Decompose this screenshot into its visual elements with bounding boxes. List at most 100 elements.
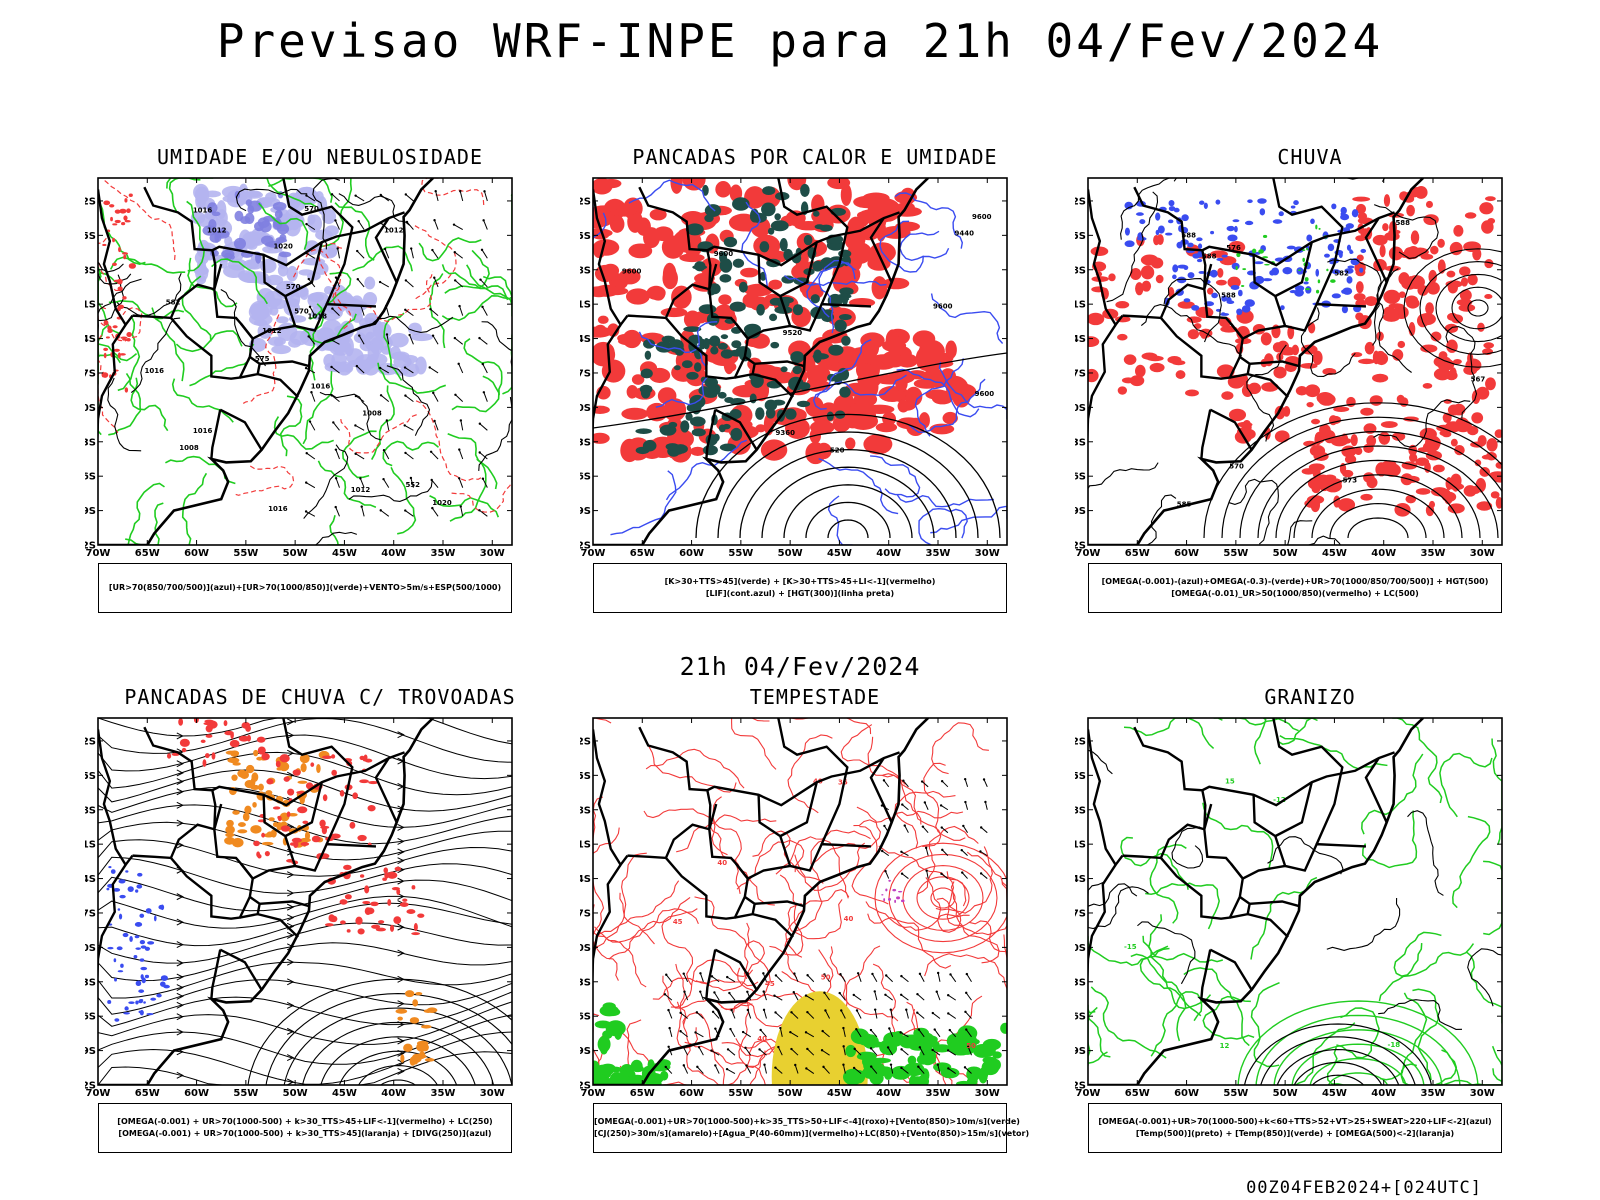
- border-line: [257, 372, 299, 398]
- wind-vector: [699, 991, 704, 1001]
- wind-vector: [435, 191, 439, 202]
- wind-vector-head: [792, 991, 795, 994]
- shaded-area: [1495, 497, 1502, 509]
- wind-vector: [872, 973, 878, 983]
- wind-vector: [458, 478, 464, 488]
- shaded-area: [640, 368, 653, 379]
- shaded-area: [292, 285, 309, 298]
- wind-vector: [904, 825, 909, 833]
- shaded-area: [117, 352, 121, 359]
- wind-vector-head: [453, 279, 457, 282]
- shaded-area: [1356, 254, 1364, 262]
- shaded-area: [265, 274, 284, 286]
- shaded-area: [640, 386, 651, 399]
- streamline-arrow: [286, 871, 295, 879]
- shaded-area: [1355, 281, 1364, 294]
- wind-vector: [335, 449, 340, 460]
- shaded-area: [1124, 240, 1135, 248]
- shaded-area: [1446, 270, 1456, 278]
- panel-title: TEMPESTADE: [749, 685, 881, 709]
- shaded-area: [1141, 352, 1158, 360]
- shaded-area: [653, 226, 674, 242]
- contour-line: [181, 472, 208, 545]
- wind-vector-head: [925, 869, 928, 872]
- wind-vector-head: [307, 335, 310, 338]
- wind-vector-head: [305, 451, 308, 455]
- border-line: [777, 178, 849, 305]
- shaded-area: [850, 1028, 870, 1045]
- lat-tick-label: 33S: [85, 977, 96, 988]
- shaded-area: [304, 831, 311, 841]
- shaded-area: [211, 752, 216, 760]
- shaded-area: [1130, 268, 1142, 281]
- shaded-area: [915, 345, 940, 370]
- shaded-area: [1476, 501, 1493, 511]
- plot-frame: [1087, 177, 1503, 546]
- shaded-area: [140, 945, 147, 949]
- contour-line: [983, 846, 1007, 909]
- wind-vector: [308, 336, 316, 345]
- border-line: [1160, 289, 1245, 380]
- shaded-area: [1350, 434, 1358, 447]
- wind-vector-head: [931, 1011, 934, 1015]
- wind-vector-head: [900, 850, 903, 853]
- streamline: [98, 769, 512, 812]
- wind-vector: [404, 510, 414, 517]
- shaded-area: [1117, 386, 1128, 395]
- shaded-area: [107, 946, 114, 950]
- contour-line: [925, 877, 962, 933]
- streamline: [98, 1051, 512, 1085]
- wind-vector-head: [454, 393, 457, 396]
- shaded-area: [813, 349, 823, 363]
- wind-vector: [432, 392, 439, 402]
- shaded-area: [1422, 383, 1433, 389]
- shaded-area: [897, 399, 910, 413]
- shaded-area: [1221, 254, 1228, 258]
- wind-vector-head: [917, 1028, 921, 1031]
- shaded-area: [1477, 322, 1485, 332]
- wind-vector: [454, 337, 464, 345]
- contour-line: [1275, 459, 1481, 539]
- panel-title: CHUVA: [1277, 145, 1343, 169]
- shaded-area: [1235, 266, 1238, 271]
- shaded-area: [1317, 279, 1321, 284]
- contour-line: [98, 278, 142, 346]
- wind-vector: [824, 974, 830, 983]
- wind-vector: [355, 425, 365, 431]
- border-line: [1274, 781, 1313, 838]
- wind-vector: [947, 1049, 957, 1056]
- lat-tick-label: 36S: [580, 472, 591, 483]
- streamline-arrow: [397, 923, 405, 931]
- wind-vector: [356, 250, 365, 259]
- wind-vector-head: [821, 1029, 824, 1033]
- wind-vector: [305, 482, 316, 489]
- wind-vector: [763, 1009, 767, 1019]
- border-line: [734, 862, 791, 881]
- contour-label: 50: [966, 1042, 976, 1050]
- shaded-area: [803, 234, 813, 246]
- contour-label: 588: [1181, 231, 1196, 239]
- shaded-area: [222, 264, 245, 279]
- contour-line: [1287, 520, 1348, 545]
- contour-line: [878, 845, 967, 907]
- shaded-area: [256, 287, 275, 307]
- wind-vector: [917, 1066, 925, 1074]
- shaded-area: [1264, 263, 1270, 266]
- contour-line: [370, 385, 395, 460]
- wind-vector-head: [404, 279, 408, 282]
- contour-line: [712, 796, 742, 894]
- shaded-area: [703, 338, 710, 350]
- streamline-arrow: [286, 978, 295, 986]
- border-line: [752, 912, 794, 938]
- contour-line: [676, 1001, 725, 1085]
- contour-line: [429, 495, 500, 518]
- contour-line: [752, 830, 822, 882]
- lat-tick-label: 36S: [1075, 472, 1086, 483]
- wind-vector: [386, 420, 390, 431]
- wind-vector: [983, 779, 988, 788]
- contour-label: 520: [830, 446, 845, 454]
- wind-vector-head: [806, 974, 809, 977]
- shaded-area: [103, 352, 107, 359]
- shaded-area: [1258, 249, 1264, 254]
- wind-vector-head: [433, 276, 436, 279]
